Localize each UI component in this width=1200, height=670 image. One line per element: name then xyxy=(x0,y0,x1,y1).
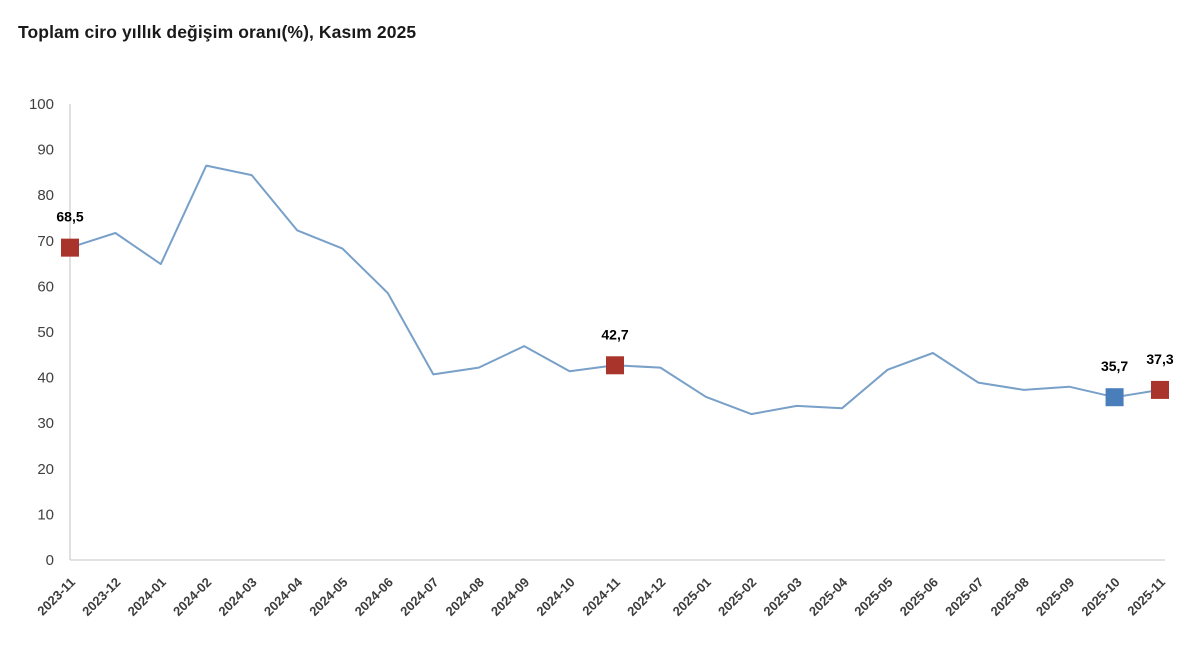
x-tick-label: 2024-01 xyxy=(125,575,169,619)
y-tick-label: 50 xyxy=(37,324,54,341)
x-tick-label: 2024-07 xyxy=(397,575,441,619)
x-tick-label: 2025-08 xyxy=(988,575,1032,619)
x-tick-label: 2023-12 xyxy=(79,575,123,619)
y-tick-label: 30 xyxy=(37,415,54,432)
point-marker xyxy=(1151,380,1169,399)
x-tick-label: 2024-06 xyxy=(352,575,396,619)
point-value-label: 37,3 xyxy=(1146,351,1173,367)
y-tick-label: 20 xyxy=(37,461,54,478)
x-tick-label: 2024-04 xyxy=(261,574,306,619)
y-tick-label: 0 xyxy=(46,552,54,569)
y-tick-label: 80 xyxy=(37,187,54,204)
x-tick-label: 2025-02 xyxy=(715,575,759,619)
y-tick-label: 70 xyxy=(37,233,54,250)
y-tick-label: 40 xyxy=(37,370,54,387)
x-tick-label: 2024-09 xyxy=(488,575,532,619)
point-marker xyxy=(606,356,624,375)
point-value-label: 42,7 xyxy=(601,326,628,342)
y-tick-label: 90 xyxy=(37,142,54,159)
x-tick-label: 2025-06 xyxy=(897,575,941,619)
x-tick-label: 2025-10 xyxy=(1078,575,1122,619)
point-value-label: 68,5 xyxy=(56,209,83,225)
x-tick-label: 2025-05 xyxy=(851,575,895,619)
chart-title: Toplam ciro yıllık değişim oranı(%), Kas… xyxy=(18,22,417,42)
x-tick-label: 2024-05 xyxy=(306,575,350,619)
x-tick-label: 2025-04 xyxy=(806,574,851,619)
x-tick-label: 2024-12 xyxy=(624,575,668,619)
x-tick-label: 2025-09 xyxy=(1033,575,1077,619)
x-tick-label: 2024-03 xyxy=(215,575,259,619)
x-tick-label: 2025-03 xyxy=(760,575,804,619)
series-line xyxy=(69,164,1161,416)
x-tick-label: 2024-02 xyxy=(170,575,214,619)
x-tick-label: 2024-10 xyxy=(533,575,577,619)
point-marker xyxy=(61,238,79,257)
y-tick-label: 60 xyxy=(37,278,54,295)
x-tick-label: 2025-01 xyxy=(670,575,714,619)
point-marker xyxy=(1105,388,1124,407)
x-tick-label: 2024-08 xyxy=(443,575,487,619)
y-tick-label: 10 xyxy=(37,506,54,523)
point-value-label: 35,7 xyxy=(1101,358,1128,374)
y-tick-label: 100 xyxy=(29,96,54,113)
x-tick-label: 2025-07 xyxy=(942,575,986,619)
x-tick-label: 2023-11 xyxy=(34,575,78,619)
x-tick-label: 2025-11 xyxy=(1124,575,1168,619)
x-tick-label: 2024-11 xyxy=(579,575,623,619)
